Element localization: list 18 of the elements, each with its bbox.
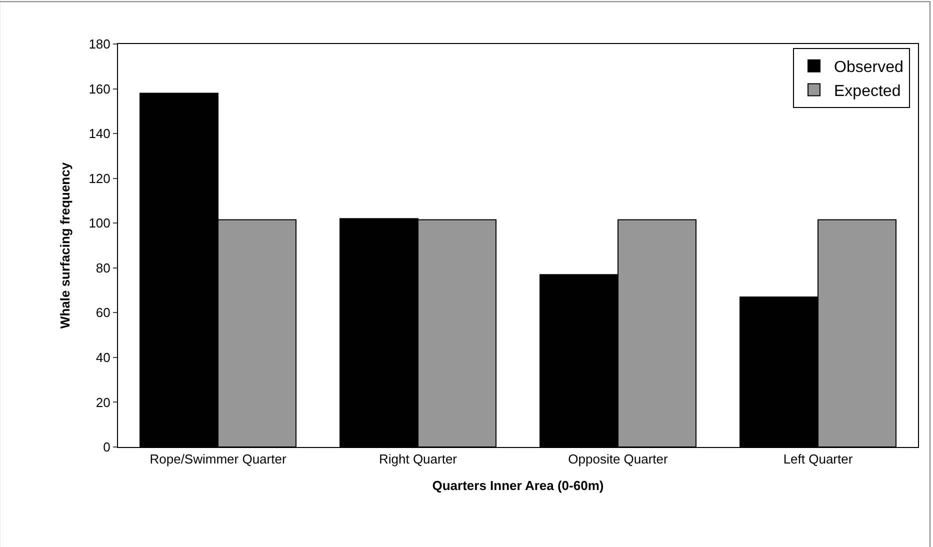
- y-tick-label: 20: [96, 394, 110, 410]
- y-tick-label: 0: [103, 440, 110, 455]
- y-tick-label: 80: [96, 260, 110, 276]
- y-tick-label: 40: [96, 350, 110, 365]
- x-tick-label: Rope/Swimmer Quarter: [150, 452, 287, 467]
- x-tick-label: Right Quarter: [378, 452, 458, 467]
- y-axis-title: Whale surfacing frequency: [58, 162, 73, 329]
- y-tick-label: 100: [88, 216, 110, 231]
- y-tick-label: 180: [88, 36, 110, 52]
- legend-label: Observed: [834, 59, 904, 76]
- y-tick-label: 120: [88, 170, 110, 186]
- x-tick-label: Opposite Quarter: [568, 452, 669, 467]
- y-tick-label: 60: [96, 305, 110, 320]
- y-tick-label: 160: [88, 81, 110, 96]
- x-tick-label: Left Quarter: [783, 452, 854, 467]
- x-axis-title: Quarters Inner Area (0-60m): [432, 478, 604, 494]
- legend-label: Expected: [834, 82, 901, 100]
- y-tick-label: 140: [88, 126, 110, 142]
